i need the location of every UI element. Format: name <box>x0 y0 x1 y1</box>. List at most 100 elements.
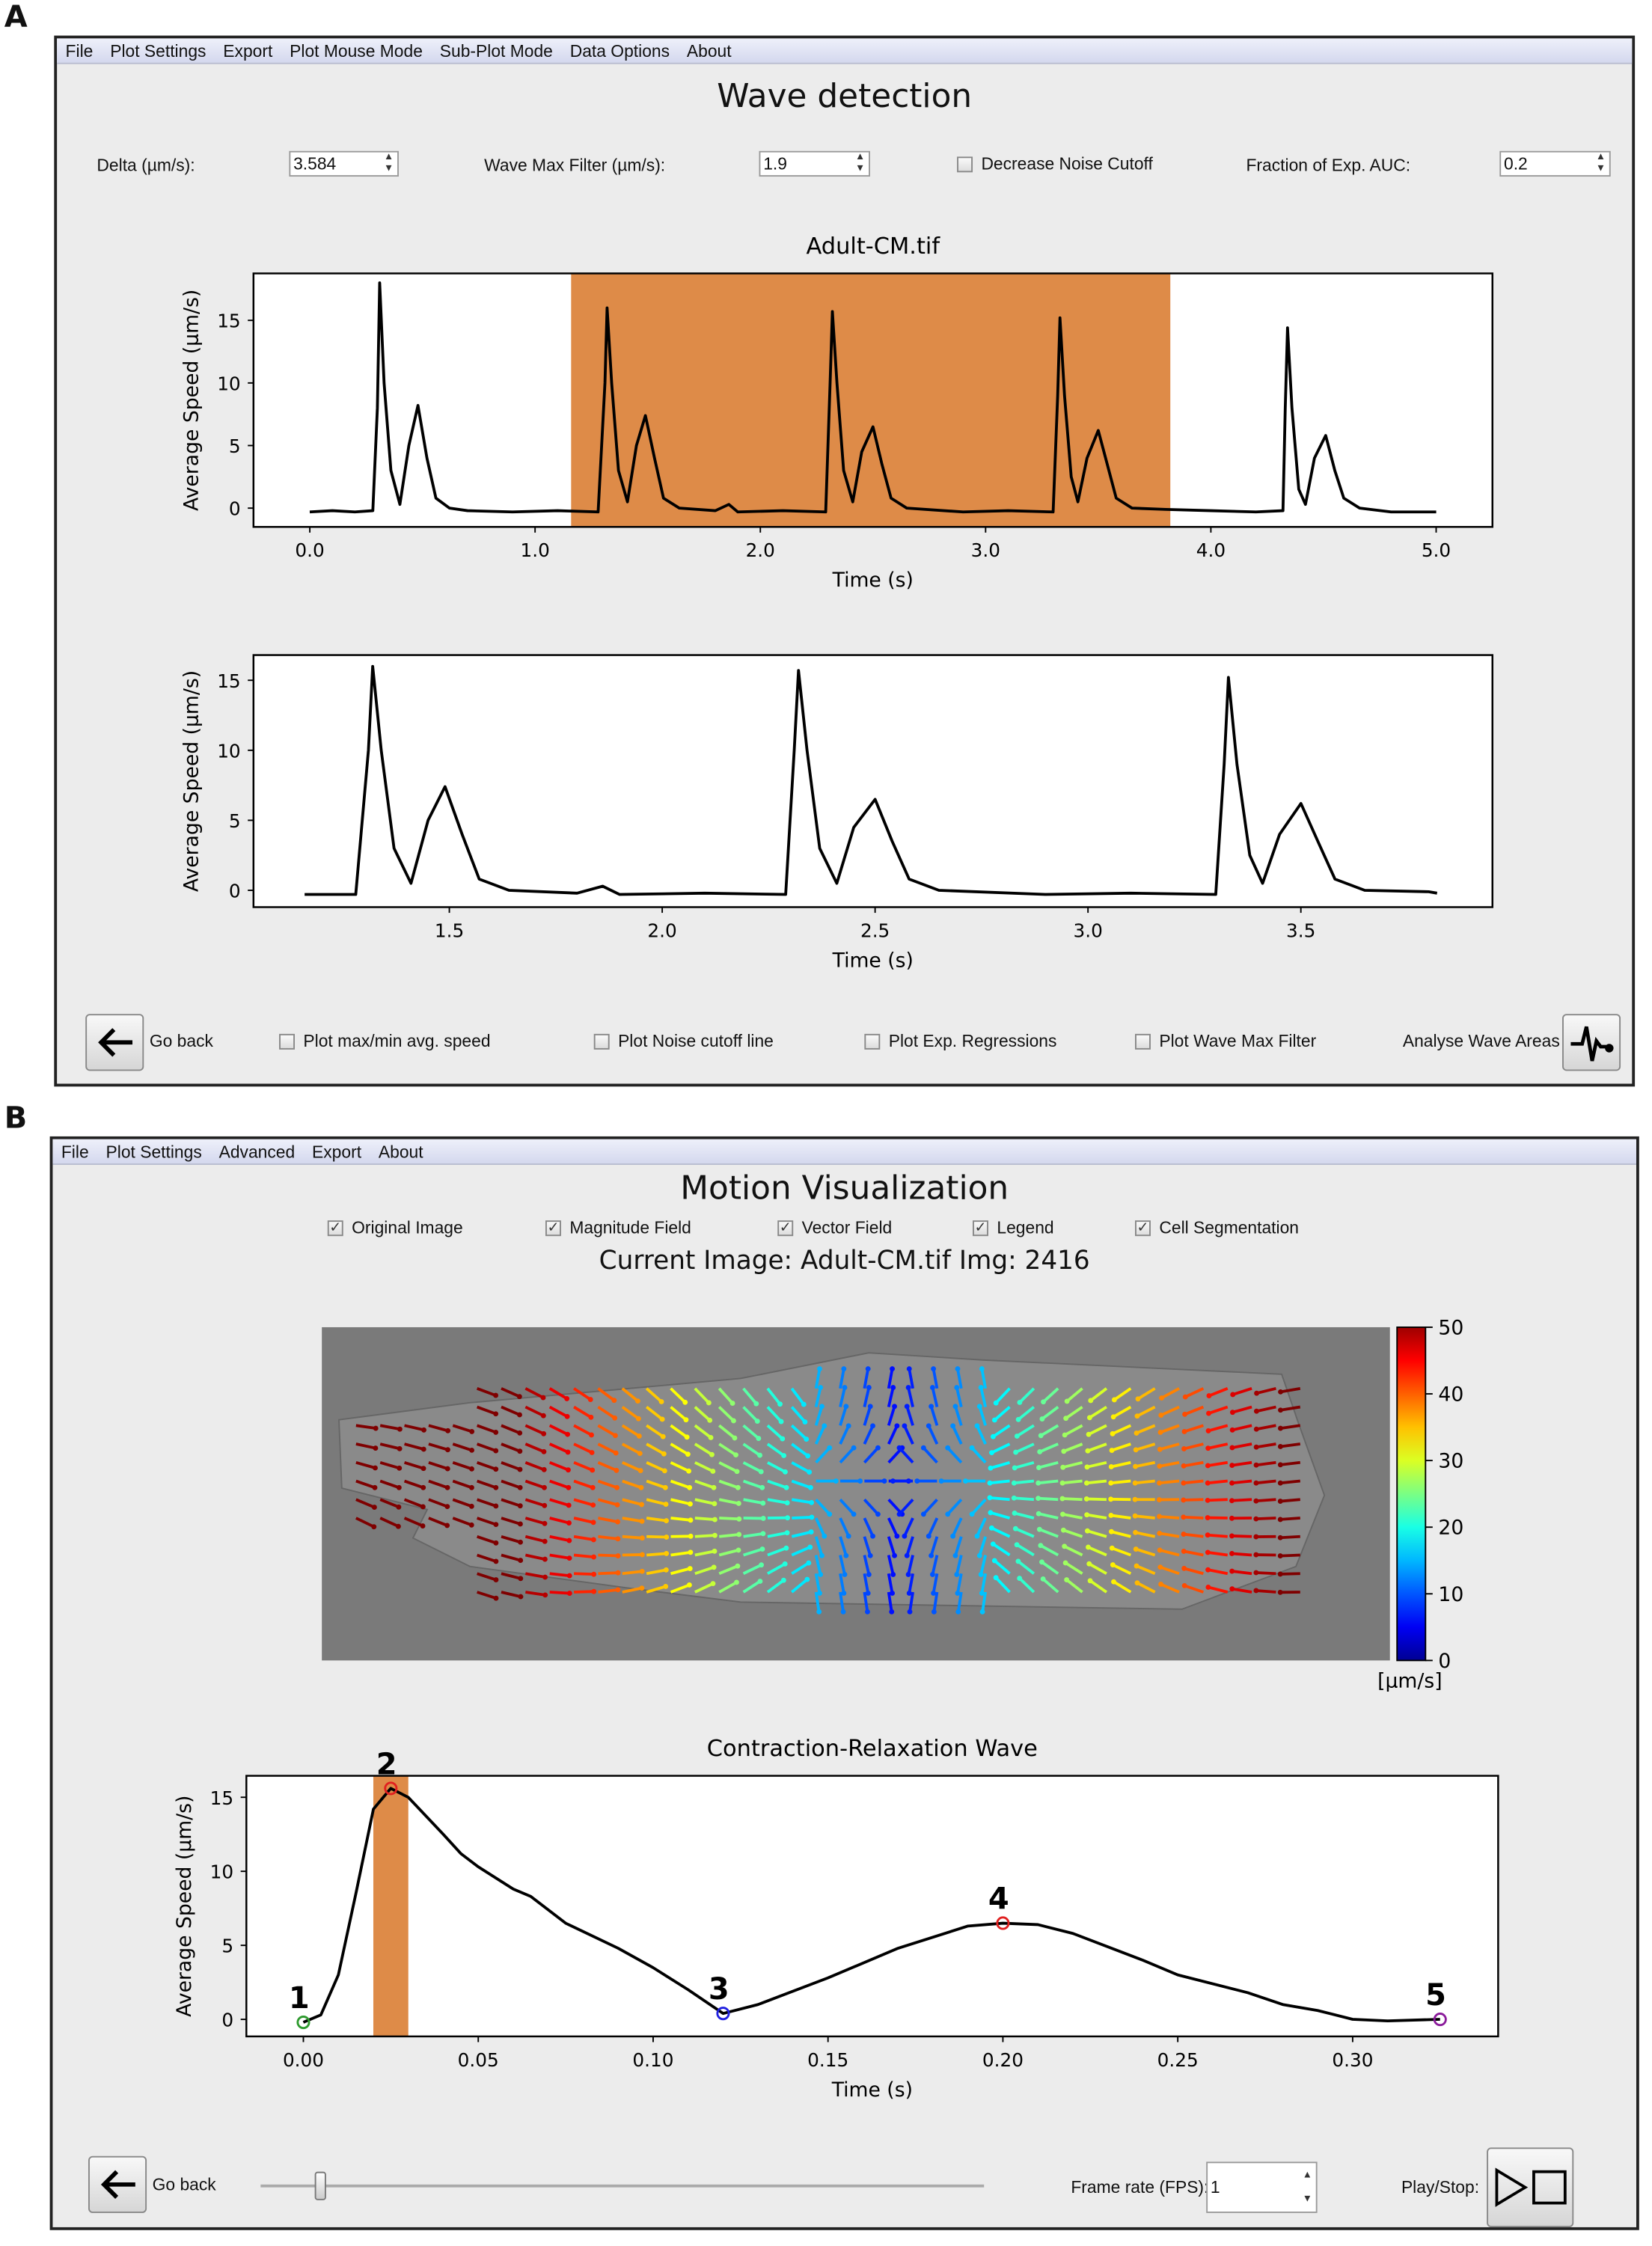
menu-sub-plot-mode[interactable]: Sub-Plot Mode <box>439 40 553 61</box>
spin-arrows-icon[interactable]: ▲ ▼ <box>384 152 394 174</box>
vector-arrow <box>428 1424 449 1433</box>
vector-arrow <box>428 1479 448 1490</box>
vector-arrowhead <box>1062 1543 1068 1549</box>
frame-slider[interactable] <box>260 2184 985 2188</box>
delta-spinbox[interactable]: 3.584 ▲ ▼ <box>289 150 399 177</box>
vector-arrow <box>791 1442 809 1457</box>
vector-arrowhead <box>660 1433 666 1439</box>
plot-max-min-checkbox[interactable]: Plot max/min avg. speed <box>279 1031 491 1051</box>
original-image-checkbox[interactable]: ✓ Original Image <box>327 1217 463 1237</box>
vector-arrow <box>1160 1405 1180 1417</box>
checkbox-checked-icon[interactable]: ✓ <box>1135 1220 1151 1236</box>
vector-arrowhead <box>938 1478 944 1484</box>
vector-arrow <box>815 1446 831 1464</box>
x-tick-label: 5.0 <box>1422 539 1451 561</box>
magnitude-field-checkbox[interactable]: ✓ Magnitude Field <box>545 1217 691 1237</box>
menu-file[interactable]: File <box>65 40 94 61</box>
spin-arrows-icon[interactable]: ▲ ▼ <box>1302 2170 1312 2205</box>
vector-arrowhead <box>1060 1464 1066 1470</box>
vector-arrowhead <box>1039 1559 1044 1565</box>
wave-max-filter-spinbox[interactable]: 1.9 ▲ ▼ <box>759 150 870 177</box>
vector-field-checkbox[interactable]: ✓ Vector Field <box>777 1217 892 1237</box>
vector-arrow <box>379 1442 400 1451</box>
vector-arrowhead <box>894 1423 900 1429</box>
vector-arrow <box>1255 1517 1276 1521</box>
vector-arrow <box>791 1461 810 1474</box>
go-back-button[interactable] <box>85 1014 144 1071</box>
vector-arrow <box>621 1424 640 1438</box>
vector-arrowhead <box>843 1404 849 1410</box>
frame-slider-handle[interactable] <box>313 2171 326 2200</box>
checkbox-checked-icon[interactable]: ✓ <box>973 1220 988 1236</box>
vector-arrowhead <box>591 1554 597 1560</box>
vector-arrowhead <box>930 1572 935 1577</box>
vector-arrow <box>573 1387 592 1401</box>
menu-data-options[interactable]: Data Options <box>569 40 670 61</box>
vector-arrowhead <box>682 1399 688 1405</box>
menu-plot-settings[interactable]: Plot Settings <box>105 1141 202 1162</box>
menu-export[interactable]: Export <box>312 1141 362 1162</box>
menu-about[interactable]: About <box>378 1141 423 1162</box>
checkbox-icon[interactable] <box>864 1032 881 1049</box>
vector-arrow <box>1280 1442 1301 1448</box>
cell-segmentation-checkbox[interactable]: ✓ Cell Segmentation <box>1135 1217 1299 1237</box>
vector-arrow <box>1183 1460 1204 1468</box>
checkbox-checked-icon[interactable]: ✓ <box>327 1220 343 1236</box>
checkbox-icon[interactable] <box>957 156 973 172</box>
vector-arrowhead <box>1038 1433 1044 1439</box>
vector-arrowhead <box>444 1484 450 1490</box>
checkbox-checked-icon[interactable]: ✓ <box>545 1220 561 1236</box>
menu-file[interactable]: File <box>61 1141 89 1162</box>
vector-arrow <box>1232 1587 1252 1594</box>
vector-arrowhead <box>781 1453 787 1458</box>
vector-arrowhead <box>1133 1529 1139 1535</box>
vector-arrow <box>694 1387 710 1404</box>
vector-arrowhead <box>890 1572 896 1577</box>
vector-arrowhead <box>566 1520 572 1526</box>
vector-arrow <box>1038 1460 1059 1469</box>
vector-arrowhead <box>1229 1480 1235 1486</box>
vector-arrowhead <box>493 1595 499 1601</box>
menu-advanced[interactable]: Advanced <box>218 1141 296 1162</box>
go-back-button[interactable] <box>88 2155 147 2213</box>
vector-arrowhead <box>1108 1496 1114 1502</box>
play-stop-button[interactable] <box>1487 2147 1574 2227</box>
vector-arrowhead <box>444 1504 450 1510</box>
fraction-auc-spinbox[interactable]: 0.2 ▲ ▼ <box>1499 150 1611 177</box>
vector-arrow <box>1183 1532 1204 1538</box>
wave-detection-window: File Plot Settings Export Plot Mouse Mod… <box>54 35 1636 1087</box>
spin-arrows-icon[interactable]: ▲ ▼ <box>855 152 866 174</box>
vector-arrowhead <box>1253 1498 1259 1504</box>
vector-arrow <box>1256 1405 1276 1413</box>
vector-arrow <box>1089 1405 1107 1419</box>
vector-arrow <box>1064 1424 1083 1436</box>
vector-arrow <box>1042 1387 1059 1404</box>
vector-arrow <box>1112 1424 1132 1436</box>
menu-export[interactable]: Export <box>223 40 273 61</box>
vector-arrowhead <box>614 1502 620 1508</box>
y-axis-label: Average Speed (µm/s) <box>180 290 204 511</box>
checkbox-icon[interactable] <box>279 1032 296 1049</box>
spin-arrows-icon[interactable]: ▲ ▼ <box>1595 152 1606 174</box>
decrease-noise-cutoff-checkbox[interactable]: Decrease Noise Cutoff <box>957 154 1153 174</box>
vector-arrow <box>954 1536 963 1556</box>
vector-arrowhead <box>1205 1428 1211 1433</box>
checkbox-icon[interactable] <box>593 1032 610 1049</box>
frame-rate-spinbox[interactable]: 1 ▲ ▼ <box>1206 2161 1318 2213</box>
vector-arrow <box>992 1424 1011 1438</box>
vector-arrow <box>428 1442 448 1451</box>
menu-plot-mouse-mode[interactable]: Plot Mouse Mode <box>290 40 423 61</box>
analyse-wave-areas-button[interactable] <box>1562 1014 1621 1071</box>
vector-arrowhead <box>1132 1513 1138 1519</box>
vector-arrow <box>573 1479 593 1490</box>
menu-about[interactable]: About <box>686 40 732 61</box>
vector-arrowhead <box>735 1547 741 1553</box>
vector-arrow <box>718 1564 738 1576</box>
checkbox-checked-icon[interactable]: ✓ <box>777 1220 794 1236</box>
plot-noise-cutoff-checkbox[interactable]: Plot Noise cutoff line <box>593 1031 774 1051</box>
menu-plot-settings[interactable]: Plot Settings <box>110 40 206 61</box>
legend-checkbox[interactable]: ✓ Legend <box>973 1217 1054 1237</box>
checkbox-icon[interactable] <box>1135 1032 1151 1049</box>
plot-exp-regressions-checkbox[interactable]: Plot Exp. Regressions <box>864 1031 1056 1051</box>
plot-wave-max-filter-checkbox[interactable]: Plot Wave Max Filter <box>1135 1031 1316 1051</box>
